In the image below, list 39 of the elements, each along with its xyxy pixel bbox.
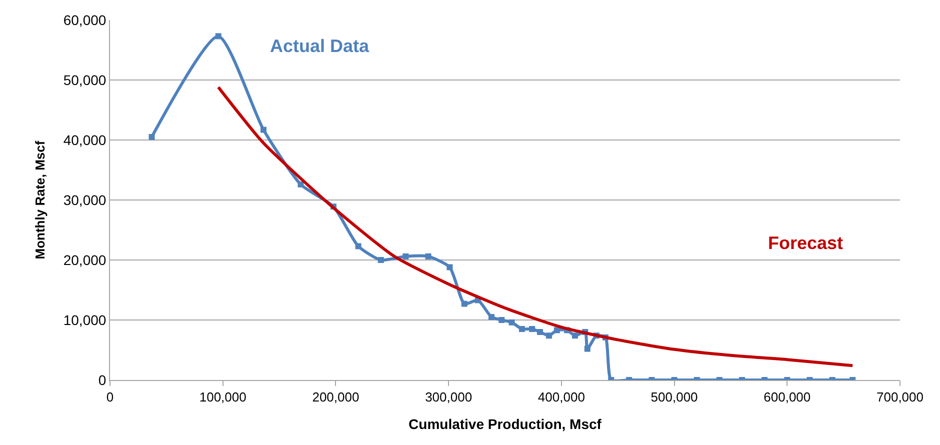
point — [488, 314, 494, 320]
x-axis-title: Cumulative Production, Mscf — [408, 416, 602, 432]
y-tick-label: 30,000 — [63, 192, 106, 208]
point — [498, 317, 505, 323]
text: Forecast — [768, 233, 844, 253]
x-tick-label: 100,000 — [199, 390, 246, 405]
point — [546, 332, 552, 339]
point — [508, 319, 515, 326]
y-tick-label: 20,000 — [63, 252, 106, 268]
y-tick-label: 60,000 — [63, 12, 106, 28]
point — [298, 181, 304, 188]
point — [402, 253, 409, 260]
point — [536, 329, 543, 335]
point — [355, 243, 362, 250]
point — [446, 264, 453, 270]
y-tick-label: 50,000 — [63, 72, 106, 88]
series-label: Actual Data — [270, 36, 370, 56]
point — [425, 253, 432, 260]
x-tick-label: 400,000 — [538, 390, 585, 405]
x-tick-label: 700,000 — [876, 390, 924, 405]
point — [529, 326, 536, 332]
point — [260, 126, 266, 133]
line-series — [216, 86, 854, 368]
point — [518, 326, 525, 332]
point — [572, 332, 578, 339]
point — [148, 134, 155, 140]
y-tick-label: 10,000 — [63, 312, 106, 328]
point — [554, 327, 560, 334]
x-tick-label: 600,000 — [764, 390, 811, 405]
point — [215, 33, 222, 40]
x-tick-label: 300,000 — [425, 390, 472, 405]
y-tick-label: 0 — [98, 372, 106, 388]
point — [584, 346, 590, 352]
x-tick-label: 500,000 — [650, 390, 698, 405]
point — [378, 257, 384, 263]
point — [461, 300, 468, 307]
y-axis-title: Monthly Rate, Mscf — [32, 140, 48, 260]
x-tick-label: 200,000 — [312, 390, 360, 405]
y-tick-label: 40,000 — [63, 132, 106, 148]
